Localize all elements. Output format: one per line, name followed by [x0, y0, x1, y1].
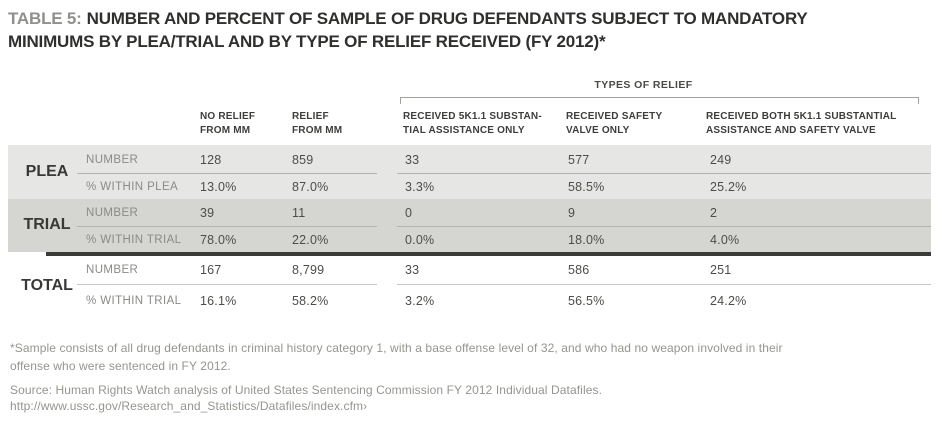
group-label-plea: PLEA	[25, 163, 69, 180]
table-title: TABLE 5: NUMBER AND PERCENT OF SAMPLE OF …	[8, 7, 928, 53]
table-cell: 249	[710, 153, 732, 167]
group-label-total: TOTAL	[21, 277, 73, 294]
table-cell: 577	[568, 153, 590, 167]
row-separator	[397, 284, 931, 285]
table-title-text: NUMBER AND PERCENT OF SAMPLE OF DRUG DEF…	[86, 9, 808, 28]
table-cell: 167	[200, 263, 222, 277]
row-separator	[397, 173, 931, 174]
plea-row-band	[8, 145, 931, 199]
col-header-line: VALVE ONLY	[566, 124, 630, 136]
table-cell: 58.2%	[292, 294, 329, 308]
table-title-line-2: MINIMUMS BY PLEA/TRIAL AND BY TYPE OF RE…	[8, 32, 606, 51]
col-header-no-relief-from-mm: NO RELIEF FROM MM	[200, 110, 275, 137]
table-cell: 586	[568, 263, 590, 277]
table-cell: 18.0%	[568, 233, 605, 247]
table-cell: 4.0%	[710, 233, 740, 247]
table-cell: 22.0%	[292, 233, 329, 247]
table-cell: 16.1%	[200, 294, 237, 308]
row-separator	[77, 284, 377, 285]
total-divider-rule	[46, 252, 931, 256]
table-cell: 39	[200, 206, 215, 220]
col-header-both-5k11-and-safety-valve: RECEIVED BOTH 5K1.1 SUBSTANTIAL ASSISTAN…	[706, 110, 934, 137]
plea-percent-row-label: % WITHIN PLEA	[86, 181, 179, 193]
table-cell: 251	[710, 263, 732, 277]
table-cell: 0	[405, 206, 413, 220]
table-cell: 25.2%	[710, 180, 747, 194]
table-cell: 33	[405, 153, 420, 167]
row-separator	[77, 173, 377, 174]
table-title-line-1: TABLE 5: NUMBER AND PERCENT OF SAMPLE OF …	[8, 7, 928, 30]
col-header-5k11-substantial-assistance-only: RECEIVED 5K1.1 SUBSTAN- TIAL ASSISTANCE …	[403, 110, 563, 137]
col-header-line: RECEIVED BOTH 5K1.1 SUBSTANTIAL	[706, 111, 897, 122]
types-of-relief-bracket	[400, 97, 919, 104]
table-cell: 128	[200, 153, 222, 167]
col-header-line: RECEIVED SAFETY	[566, 111, 663, 122]
col-header-line: TIAL ASSISTANCE ONLY	[403, 124, 525, 136]
plea-number-row-label: NUMBER	[86, 154, 139, 166]
sample-footnote-line-1: *Sample consists of all drug defendants …	[10, 341, 783, 355]
col-header-line: RECEIVED 5K1.1 SUBSTAN-	[403, 111, 542, 122]
table-cell: 33	[405, 263, 420, 277]
table-cell: 13.0%	[200, 180, 237, 194]
table-cell: 24.2%	[710, 294, 747, 308]
table-number-prefix: TABLE 5:	[8, 9, 82, 28]
col-header-line: NO RELIEF	[200, 111, 256, 122]
trial-percent-row-label: % WITHIN TRIAL	[86, 234, 182, 246]
table-cell: 11	[292, 206, 306, 220]
row-separator	[77, 226, 377, 227]
total-percent-row-label: % WITHIN TRIAL	[86, 295, 182, 307]
table-cell: 58.5%	[568, 180, 605, 194]
types-of-relief-label: TYPES OF RELIEF	[594, 79, 693, 91]
table-cell: 2	[710, 206, 718, 220]
trial-number-row-label: NUMBER	[86, 207, 139, 219]
source-url: http://www.ussc.gov/Research_and_Statist…	[10, 399, 368, 413]
table-cell: 56.5%	[568, 294, 605, 308]
table-cell: 0.0%	[405, 233, 435, 247]
col-header-safety-valve-only: RECEIVED SAFETY VALVE ONLY	[566, 110, 691, 137]
table-cell: 8,799	[292, 263, 325, 277]
row-separator	[397, 226, 931, 227]
table-cell: 9	[568, 206, 576, 220]
source-note: Source: Human Rights Watch analysis of U…	[10, 383, 603, 397]
table-cell: 78.0%	[200, 233, 237, 247]
col-header-line: RELIEF	[292, 111, 329, 122]
col-header-relief-from-mm: RELIEF FROM MM	[292, 110, 357, 137]
col-header-line: FROM MM	[200, 124, 251, 136]
table-cell: 3.3%	[405, 180, 435, 194]
trial-row-band	[8, 199, 931, 252]
total-number-row-label: NUMBER	[86, 264, 139, 276]
table-cell: 859	[292, 153, 314, 167]
group-label-trial: TRIAL	[23, 216, 71, 233]
table-cell: 3.2%	[405, 294, 435, 308]
sample-footnote-line-2: offense who were sentenced in FY 2012.	[10, 359, 231, 373]
col-header-line: ASSISTANCE AND SAFETY VALVE	[706, 124, 876, 136]
col-header-line: FROM MM	[292, 124, 343, 136]
table-cell: 87.0%	[292, 180, 329, 194]
